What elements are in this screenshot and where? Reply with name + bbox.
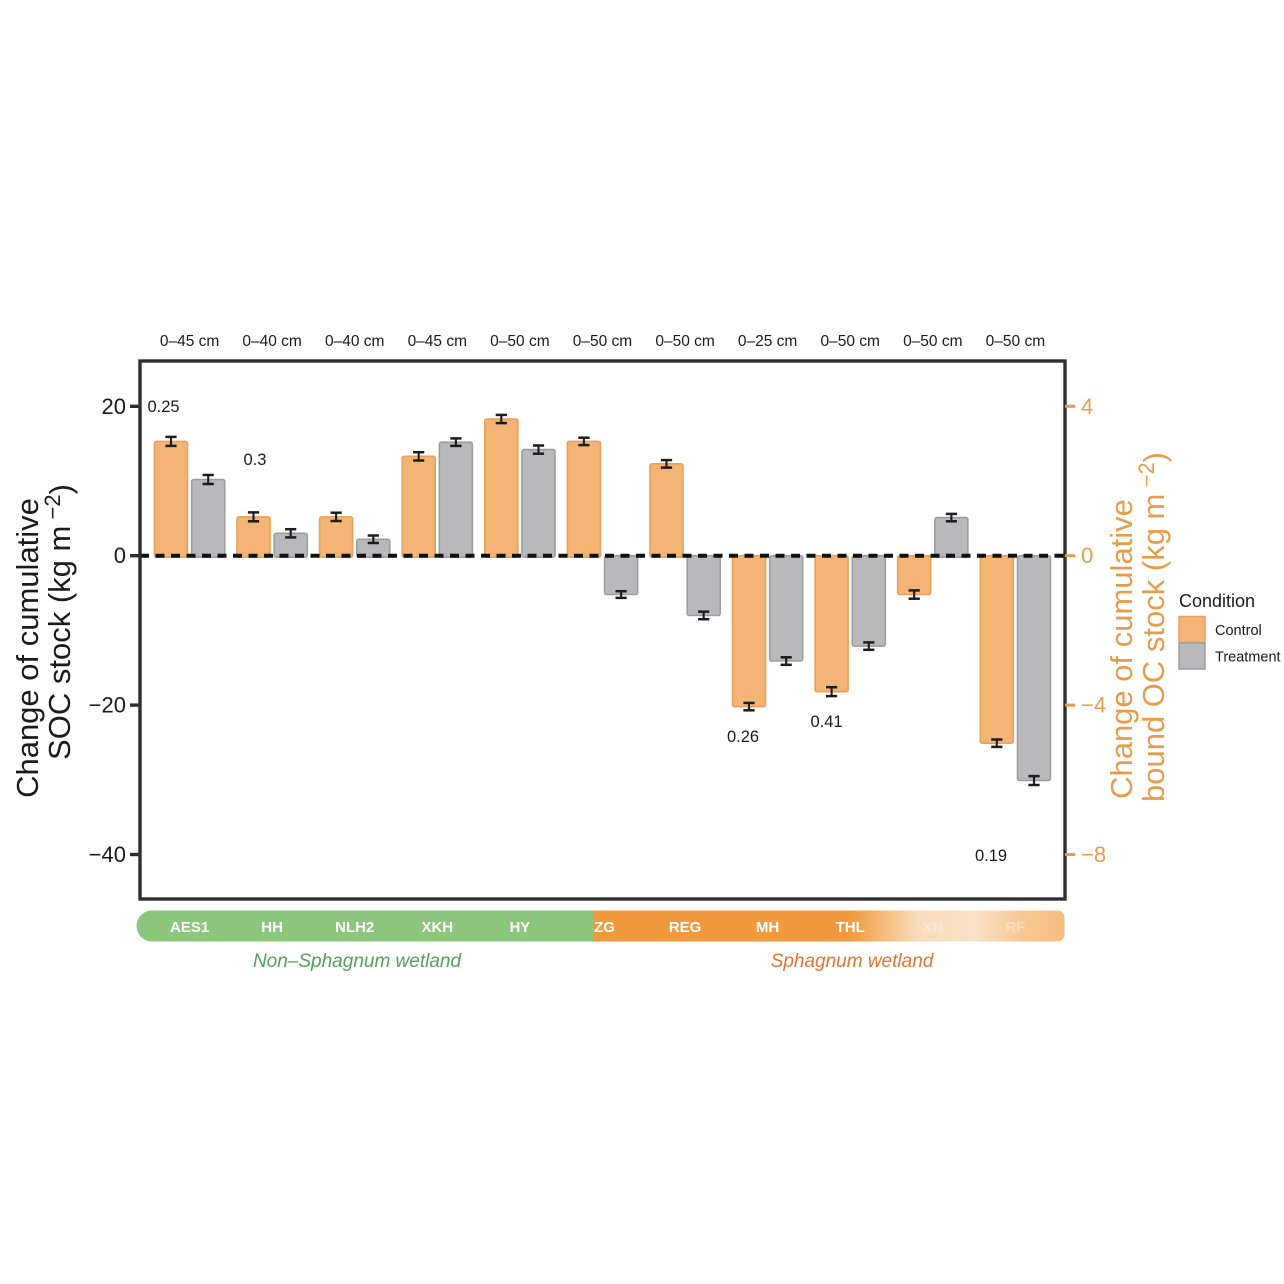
svg-text:0–45 cm: 0–45 cm — [408, 333, 467, 350]
svg-text:Treatment: Treatment — [1215, 650, 1281, 666]
svg-text:0.41: 0.41 — [810, 713, 842, 731]
svg-text:0–50 cm: 0–50 cm — [573, 333, 632, 350]
svg-text:0.25: 0.25 — [147, 398, 179, 416]
svg-text:bound OC stock (kg m −2): bound OC stock (kg m −2) — [1134, 452, 1172, 802]
svg-text:0–50 cm: 0–50 cm — [986, 333, 1045, 350]
svg-text:XH: XH — [922, 919, 943, 936]
svg-text:AES1: AES1 — [170, 919, 209, 936]
svg-text:0: 0 — [114, 543, 126, 568]
svg-text:REG: REG — [669, 919, 702, 936]
svg-text:0–40 cm: 0–40 cm — [325, 333, 384, 350]
svg-text:NLH2: NLH2 — [335, 919, 374, 936]
svg-text:0.3: 0.3 — [244, 451, 267, 469]
svg-text:Non–Sphagnum wetland: Non–Sphagnum wetland — [253, 951, 463, 972]
svg-text:Change of cumulative: Change of cumulative — [10, 498, 45, 798]
svg-text:0.26: 0.26 — [727, 728, 759, 746]
svg-text:MH: MH — [756, 919, 779, 936]
svg-text:0–45 cm: 0–45 cm — [160, 333, 219, 350]
svg-text:−8: −8 — [1081, 842, 1106, 867]
svg-text:−40: −40 — [89, 842, 126, 867]
svg-text:0: 0 — [1081, 543, 1093, 568]
svg-text:4: 4 — [1081, 394, 1093, 419]
svg-text:Condition: Condition — [1179, 591, 1255, 611]
svg-text:XKH: XKH — [421, 919, 453, 936]
svg-text:−20: −20 — [89, 693, 126, 718]
svg-text:SOC stock (kg m −2): SOC stock (kg m −2) — [40, 484, 78, 760]
svg-text:Control: Control — [1215, 623, 1262, 639]
svg-text:20: 20 — [102, 394, 126, 419]
svg-text:0–50 cm: 0–50 cm — [655, 333, 714, 350]
svg-text:Change of cumulative: Change of cumulative — [1104, 499, 1139, 799]
svg-text:Sphagnum wetland: Sphagnum wetland — [771, 951, 935, 972]
svg-text:THL: THL — [836, 919, 865, 936]
svg-text:0.19: 0.19 — [975, 847, 1007, 865]
svg-text:HH: HH — [261, 919, 283, 936]
svg-text:0–25 cm: 0–25 cm — [738, 333, 797, 350]
svg-text:0–50 cm: 0–50 cm — [490, 333, 549, 350]
svg-text:−4: −4 — [1081, 693, 1106, 718]
svg-text:ZG: ZG — [594, 919, 615, 936]
svg-text:HY: HY — [509, 919, 530, 936]
svg-text:0–40 cm: 0–40 cm — [242, 333, 301, 350]
svg-text:0–50 cm: 0–50 cm — [820, 333, 879, 350]
svg-text:RF: RF — [1005, 919, 1025, 936]
svg-text:0–50 cm: 0–50 cm — [903, 333, 962, 350]
